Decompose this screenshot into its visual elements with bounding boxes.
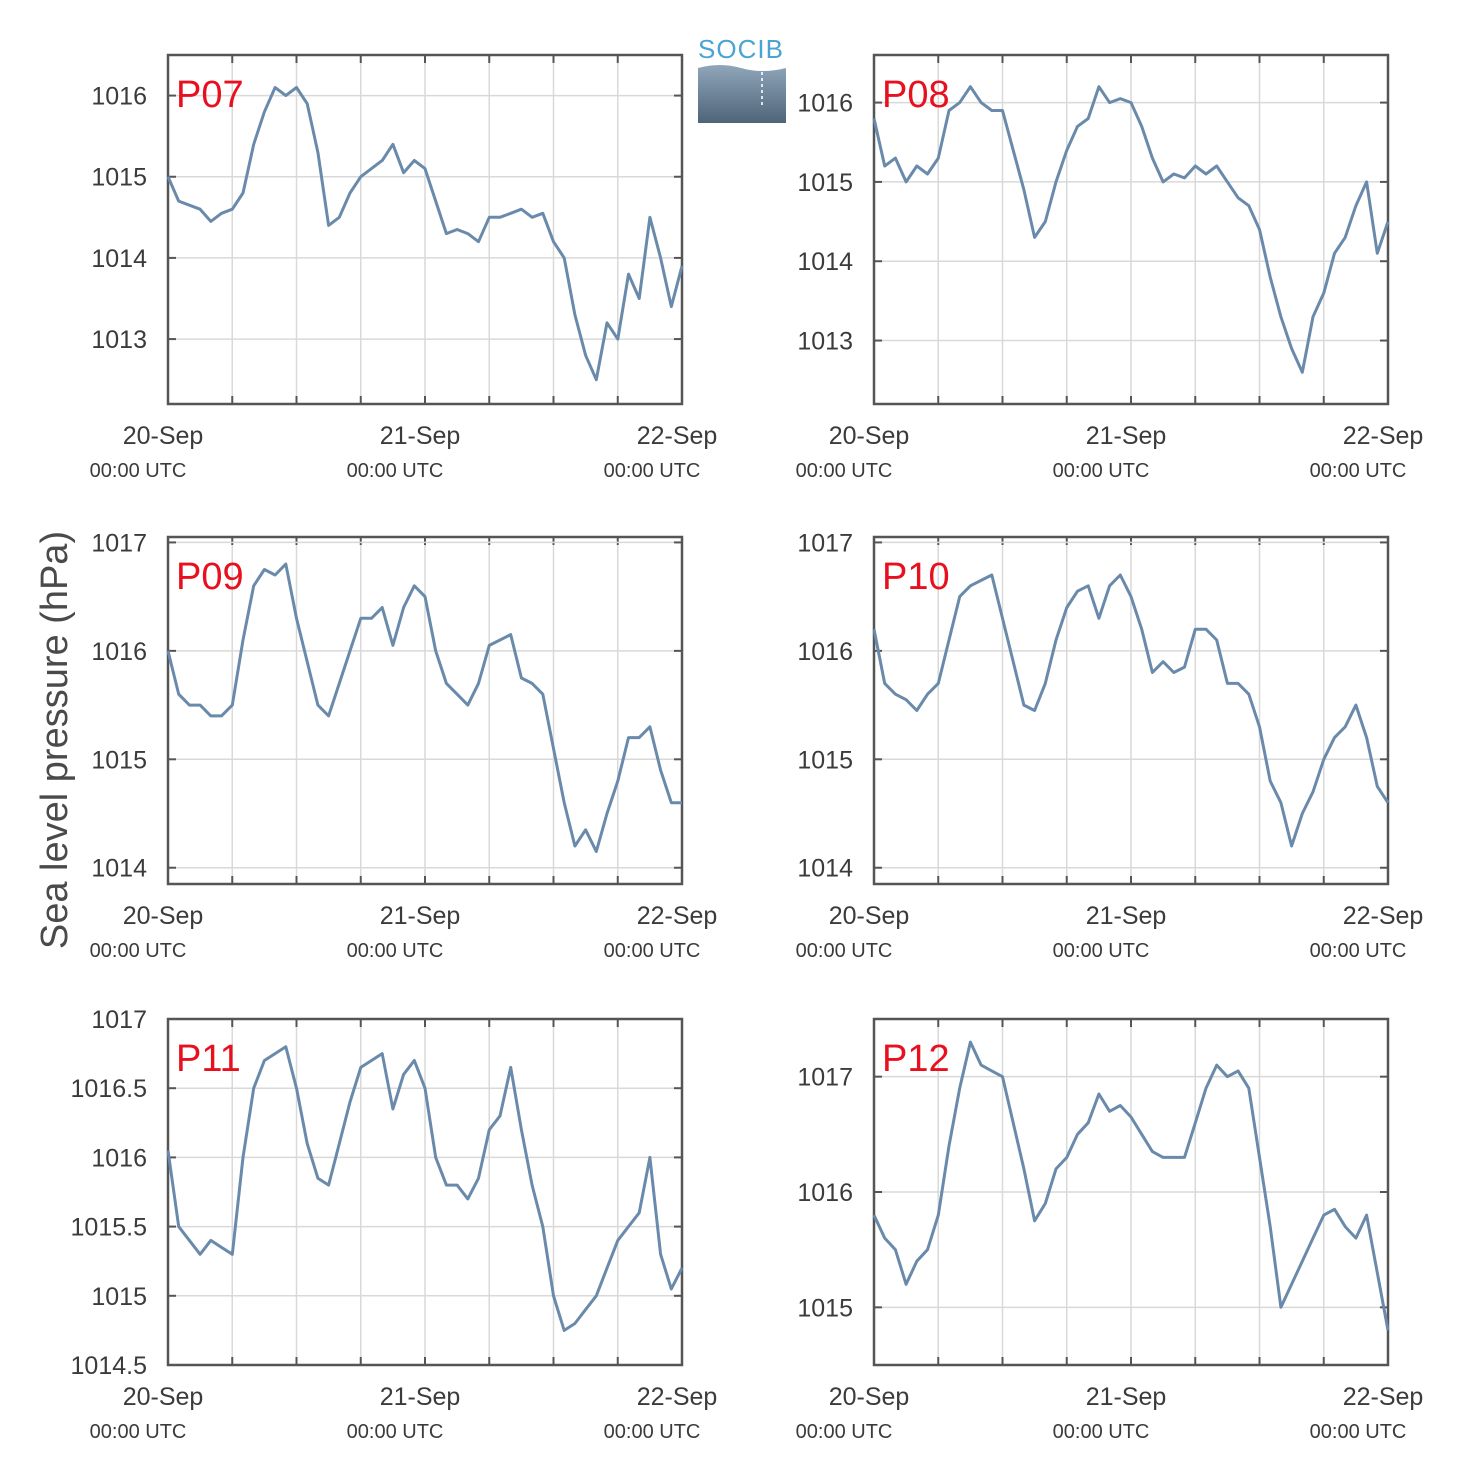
chart-panel-p10: 1014 1015 1016 1017 20-Sep 00:00 UTC 21-Sep 00:… xyxy=(796,529,1424,962)
x-tick-label: 22-Sep xyxy=(637,902,718,930)
x-tick-sublabel: 00:00 UTC xyxy=(604,940,701,962)
series-line-p07 xyxy=(166,86,684,382)
plot-frame xyxy=(166,535,684,886)
x-tick-sublabel: 00:00 UTC xyxy=(1053,940,1150,962)
chart-panel-p11: 1014.5 1015 1015.5 1016 1016.5 1017 20-Sep 00:0… xyxy=(71,1006,718,1443)
x-tick-label: 20-Sep xyxy=(829,422,910,450)
x-tick-sublabel: 00:00 UTC xyxy=(90,1421,187,1443)
chart-panel-p12: 1015 1016 1017 20-Sep 00:00 UTC 21-Sep 00:00 U… xyxy=(796,1017,1424,1443)
x-tick-label: 22-Sep xyxy=(1343,902,1424,930)
x-tick-label: 21-Sep xyxy=(380,902,461,930)
y-tick-label: 1016 xyxy=(91,1144,147,1172)
y-tick-label: 1015 xyxy=(797,1294,853,1322)
panel-label-p07: P07 xyxy=(176,74,244,116)
y-tick-label: 1014.5 xyxy=(71,1352,147,1380)
plot-frame xyxy=(872,1017,1390,1367)
x-tick-label: 22-Sep xyxy=(1343,422,1424,450)
x-tick-sublabel: 00:00 UTC xyxy=(1310,460,1407,482)
x-tick-label: 20-Sep xyxy=(829,1383,910,1411)
y-tick-label: 1016 xyxy=(91,638,147,666)
x-tick-label: 21-Sep xyxy=(1086,902,1167,930)
y-axis-title: Sea level pressure (hPa) xyxy=(34,531,76,949)
y-tick-label: 1016 xyxy=(91,83,147,111)
x-tick-sublabel: 00:00 UTC xyxy=(796,1421,893,1443)
y-tick-label: 1015 xyxy=(91,164,147,192)
x-tick-sublabel: 00:00 UTC xyxy=(347,460,444,482)
x-tick-label: 22-Sep xyxy=(1343,1383,1424,1411)
y-tick-label: 1016 xyxy=(797,1179,853,1207)
panel-label-p11: P11 xyxy=(176,1038,241,1080)
x-tick-sublabel: 00:00 UTC xyxy=(1310,940,1407,962)
x-tick-sublabel: 00:00 UTC xyxy=(796,940,893,962)
panel-label-p10: P10 xyxy=(882,556,950,598)
x-tick-label: 22-Sep xyxy=(637,1383,718,1411)
series-line-p09 xyxy=(166,562,682,853)
plot-frame xyxy=(872,53,1390,406)
x-tick-sublabel: 00:00 UTC xyxy=(347,1421,444,1443)
plot-frame xyxy=(872,535,1390,886)
x-tick-label: 20-Sep xyxy=(829,902,910,930)
x-tick-sublabel: 00:00 UTC xyxy=(1053,460,1150,482)
x-tick-sublabel: 00:00 UTC xyxy=(796,460,893,482)
y-tick-label: 1014 xyxy=(797,855,853,883)
y-tick-label: 1017 xyxy=(91,1006,147,1034)
series-line-p11 xyxy=(166,1045,684,1332)
y-tick-label: 1016.5 xyxy=(71,1075,147,1103)
chart-panel-p08: 1013 1014 1015 1016 20-Sep 00:00 UTC 21-Sep 00:… xyxy=(796,53,1424,482)
x-tick-label: 20-Sep xyxy=(123,422,204,450)
x-tick-sublabel: 00:00 UTC xyxy=(1053,1421,1150,1443)
x-tick-label: 21-Sep xyxy=(380,422,461,450)
chart-panel-p07: 1013 1014 1015 1016 20-Sep 00:00 UTC 21-Sep 00:… xyxy=(90,53,718,482)
y-tick-label: 1014 xyxy=(91,245,147,273)
x-tick-label: 21-Sep xyxy=(1086,422,1167,450)
y-tick-label: 1015 xyxy=(91,746,147,774)
y-tick-label: 1017 xyxy=(797,1064,853,1092)
y-tick-label: 1016 xyxy=(797,90,853,118)
x-tick-sublabel: 00:00 UTC xyxy=(1310,1421,1407,1443)
x-tick-sublabel: 00:00 UTC xyxy=(90,940,187,962)
x-tick-label: 20-Sep xyxy=(123,902,204,930)
panel-label-p09: P09 xyxy=(176,556,244,598)
x-tick-label: 21-Sep xyxy=(1086,1383,1167,1411)
x-tick-sublabel: 00:00 UTC xyxy=(604,1421,701,1443)
logo-sea-icon xyxy=(698,65,786,123)
plot-frame xyxy=(166,53,684,406)
x-tick-sublabel: 00:00 UTC xyxy=(604,460,701,482)
socib-logo: SOCIB xyxy=(698,34,786,123)
x-tick-label: 22-Sep xyxy=(637,422,718,450)
y-tick-label: 1014 xyxy=(91,855,147,883)
y-tick-label: 1015 xyxy=(797,746,853,774)
y-tick-label: 1014 xyxy=(797,248,853,276)
x-tick-label: 20-Sep xyxy=(123,1383,204,1411)
logo-wordmark: SOCIB xyxy=(698,34,784,64)
x-tick-label: 21-Sep xyxy=(380,1383,461,1411)
y-tick-label: 1015 xyxy=(91,1283,147,1311)
y-tick-label: 1015 xyxy=(797,169,853,197)
y-tick-label: 1017 xyxy=(91,529,147,557)
panels: 1013 1014 1015 1016 20-Sep 00:00 UTC 21-Sep 00:… xyxy=(71,53,1424,1443)
panel-label-p12: P12 xyxy=(882,1038,950,1080)
chart-panel-p09: 1014 1015 1016 1017 20-Sep 00:00 UTC 21-Sep 00:… xyxy=(90,529,718,962)
y-tick-label: 1016 xyxy=(797,638,853,666)
x-tick-sublabel: 00:00 UTC xyxy=(90,460,187,482)
panel-label-p08: P08 xyxy=(882,74,950,116)
x-tick-sublabel: 00:00 UTC xyxy=(347,940,444,962)
series-line-p12 xyxy=(872,1040,1390,1331)
plot-frame xyxy=(166,1017,684,1367)
y-tick-label: 1015.5 xyxy=(71,1214,147,1242)
series-line-p08 xyxy=(872,85,1390,374)
y-tick-label: 1013 xyxy=(797,328,853,356)
y-tick-label: 1017 xyxy=(797,529,853,557)
y-tick-label: 1013 xyxy=(91,326,147,354)
series-line-p10 xyxy=(872,573,1390,848)
